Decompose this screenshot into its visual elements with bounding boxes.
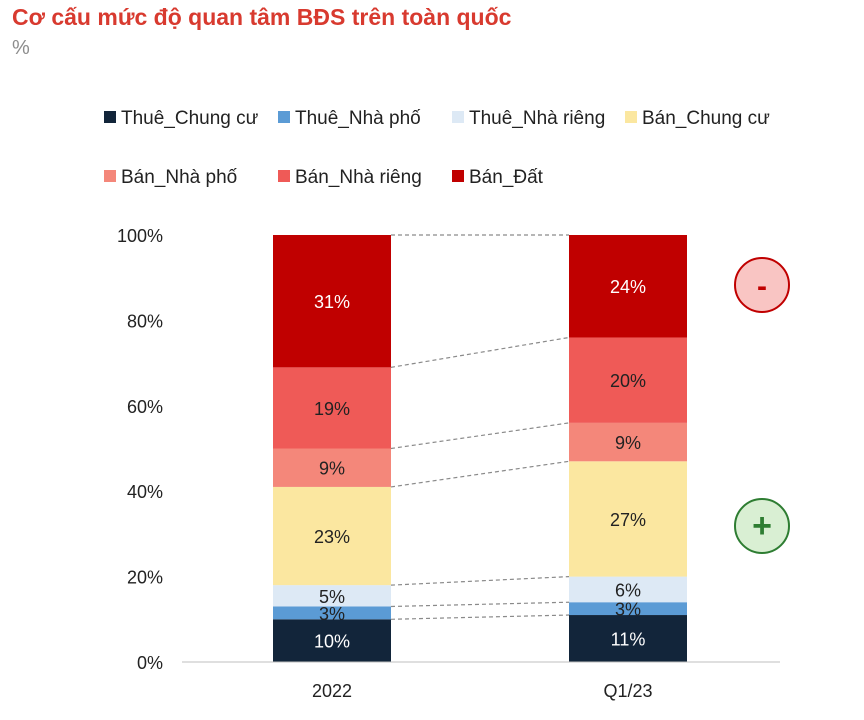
- data-label: 23%: [314, 527, 350, 547]
- connector-lines: [390, 234, 570, 620]
- bar-segment: [569, 615, 687, 662]
- data-label: 10%: [314, 632, 350, 652]
- bar-segment: [569, 337, 687, 423]
- chart-title: Cơ cấu mức độ quan tâm BĐS trên toàn quố…: [12, 4, 512, 30]
- plus-badge-circle: [734, 498, 790, 554]
- connector-line: [390, 460, 570, 488]
- connector-line: [390, 422, 570, 450]
- data-label: 9%: [319, 459, 345, 479]
- legend-swatch: [278, 170, 290, 182]
- connector-line: [390, 601, 570, 608]
- y-tick-label: 60%: [127, 397, 163, 417]
- bar-segment: [273, 367, 391, 449]
- legend-label: Thuê_Nhà riêng: [469, 108, 605, 129]
- legend-swatch: [625, 111, 637, 123]
- legend-swatch: [278, 111, 290, 123]
- chart-unit: %: [12, 37, 30, 59]
- data-label: 5%: [319, 587, 345, 607]
- bar-segment: [273, 606, 391, 620]
- connector-line: [390, 576, 570, 586]
- data-label: 9%: [615, 433, 641, 453]
- x-tick-label: Q1/23: [603, 681, 652, 701]
- legend-label: Bán_Chung cư: [642, 108, 770, 129]
- bar-segment: [569, 422, 687, 462]
- data-label: 19%: [314, 399, 350, 419]
- minus-icon: -: [757, 270, 767, 303]
- bar-segment: [569, 461, 687, 577]
- bar-segment: [273, 486, 391, 586]
- x-tick-label: 2022: [312, 681, 352, 701]
- legend-label: Bán_Đất: [469, 167, 544, 188]
- bar-segment: [569, 235, 687, 338]
- legend-label: Thuê_Nhà phố: [295, 108, 421, 129]
- data-label: 24%: [610, 277, 646, 297]
- y-tick-label: 0%: [137, 653, 163, 673]
- legend-label: Thuê_Chung cư: [121, 108, 259, 129]
- legend: Thuê_Chung cư Thuê_Nhà phố Thuê_Nhà riêng B…: [104, 108, 770, 188]
- y-tick-label: 80%: [127, 311, 163, 331]
- connector-line: [390, 336, 570, 368]
- y-tick-label: 40%: [127, 482, 163, 502]
- change-badges: -+: [734, 257, 790, 554]
- legend-swatch: [104, 111, 116, 123]
- legend-swatch: [452, 111, 464, 123]
- legend-label: Bán_Nhà riêng: [295, 167, 422, 188]
- y-tick-label: 100%: [117, 226, 163, 246]
- data-label: 27%: [610, 510, 646, 530]
- y-axis: 0% 20% 40% 60% 80% 100%: [117, 226, 163, 673]
- bar-segment: [273, 448, 391, 487]
- data-label: 3%: [615, 600, 641, 620]
- legend-swatch: [104, 170, 116, 182]
- minus-badge-circle: [734, 257, 790, 313]
- data-label: 6%: [615, 580, 641, 600]
- data-label: 31%: [314, 292, 350, 312]
- y-tick-label: 20%: [127, 568, 163, 588]
- bar-segment: [273, 235, 391, 368]
- connector-line: [390, 614, 570, 620]
- bar-segment: [569, 602, 687, 616]
- bar-segment: [273, 585, 391, 607]
- plus-icon: +: [752, 507, 772, 545]
- data-label: 11%: [611, 630, 646, 650]
- data-label: 3%: [319, 604, 345, 624]
- bar-segment: [273, 619, 391, 662]
- legend-label: Bán_Nhà phố: [121, 167, 238, 188]
- bars: 10%3%5%23%9%19%31%11%3%6%27%9%20%24%: [273, 235, 687, 662]
- bar-segment: [569, 576, 687, 603]
- legend-swatch: [452, 170, 464, 182]
- data-label: 20%: [610, 371, 646, 391]
- x-axis: 2022 Q1/23: [182, 661, 780, 701]
